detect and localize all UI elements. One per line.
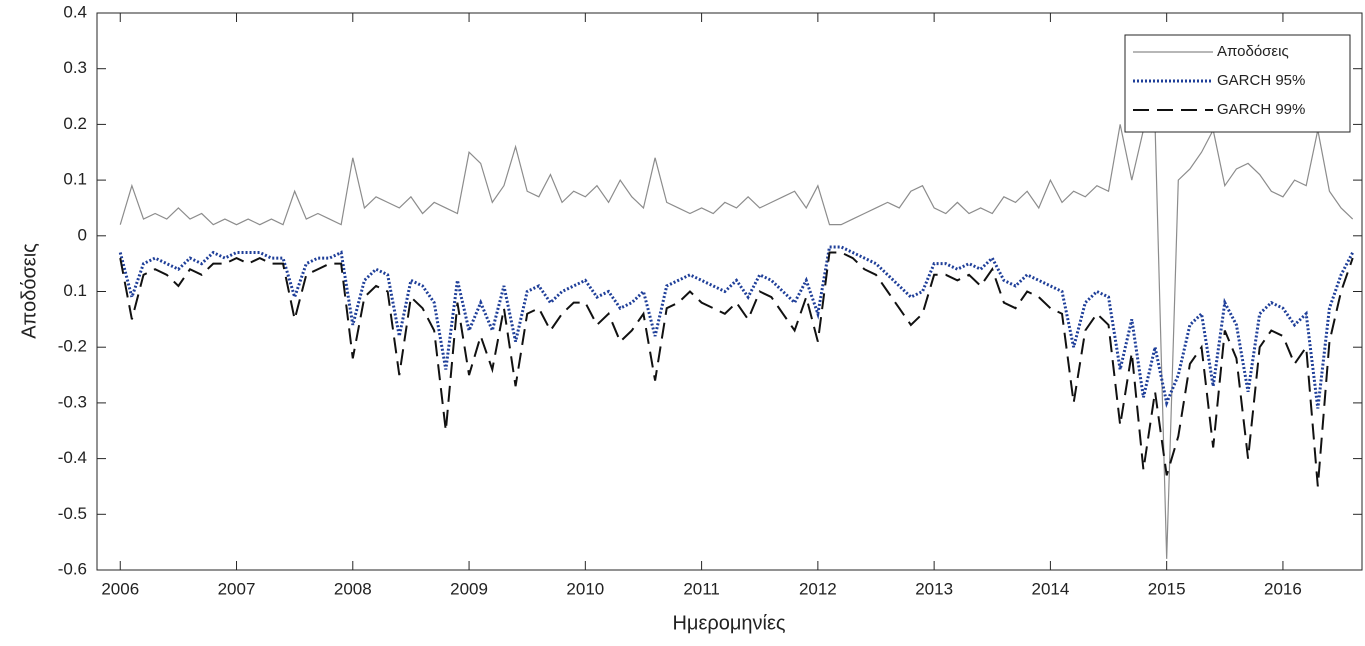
x-tick-label: 2015 — [1148, 579, 1186, 598]
legend-label: Αποδόσεις — [1217, 43, 1289, 60]
x-tick-label: 2012 — [799, 579, 837, 598]
series-line — [119, 251, 1354, 487]
y-tick-label: 0.1 — [63, 170, 87, 189]
x-tick-label: 2011 — [683, 579, 720, 598]
y-tick-label: -0.6 — [58, 559, 87, 578]
y-tick-label: 0.3 — [63, 58, 87, 77]
legend-label: GARCH 95% — [1217, 72, 1305, 89]
x-tick-label: 2016 — [1264, 579, 1302, 598]
y-tick-label: -0.4 — [58, 448, 87, 467]
x-tick-label: 2013 — [915, 579, 953, 598]
legend-box — [1124, 34, 1351, 133]
x-tick-label: 2006 — [101, 579, 139, 598]
y-tick-label: 0.4 — [63, 2, 87, 21]
y-tick-label: -0.3 — [58, 392, 87, 411]
x-tick-label: 2010 — [566, 579, 604, 598]
series-line — [118, 245, 1355, 409]
y-tick-label: 0 — [78, 225, 87, 244]
y-tick-label: -0.5 — [58, 504, 87, 523]
y-tick-label: -0.2 — [58, 337, 87, 356]
x-tick-label: 2014 — [1031, 579, 1069, 598]
x-tick-label: 2008 — [334, 579, 372, 598]
x-tick-label: 2009 — [450, 579, 488, 598]
legend-label: GARCH 99% — [1217, 101, 1305, 118]
x-axis-label: Ημερομηνίες — [672, 612, 785, 634]
y-axis-label: Αποδόσεις — [18, 243, 40, 339]
x-tick-label: 2007 — [218, 579, 256, 598]
y-tick-label: 0.1 — [63, 281, 87, 300]
y-tick-label: 0.2 — [63, 114, 87, 133]
